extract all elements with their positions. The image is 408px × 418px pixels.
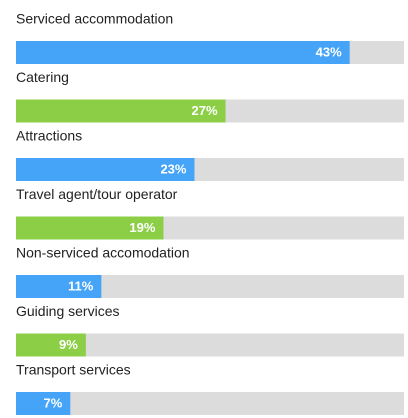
category-label: Serviced accommodation	[16, 11, 173, 27]
value-label: 43%	[316, 44, 342, 59]
bar	[16, 41, 350, 64]
value-label: 19%	[129, 220, 155, 235]
bar	[16, 333, 86, 357]
bar-track	[16, 392, 404, 415]
bar	[16, 216, 164, 240]
bar	[16, 158, 195, 181]
value-label: 27%	[191, 103, 217, 118]
category-label: Travel agent/tour operator	[16, 186, 178, 202]
category-label: Transport services	[16, 362, 131, 378]
category-label: Non-serviced accomodation	[16, 245, 190, 261]
value-label: 7%	[44, 395, 63, 410]
value-label: 23%	[160, 161, 186, 176]
category-label: Catering	[16, 69, 69, 85]
bar	[16, 275, 102, 298]
value-label: 9%	[59, 337, 78, 352]
bar-track	[16, 333, 404, 357]
category-label: Attractions	[16, 128, 82, 144]
bar	[16, 99, 226, 123]
value-label: 11%	[68, 278, 94, 293]
bar	[16, 392, 71, 415]
bar-track	[16, 275, 404, 298]
category-label: Guiding services	[16, 303, 120, 319]
